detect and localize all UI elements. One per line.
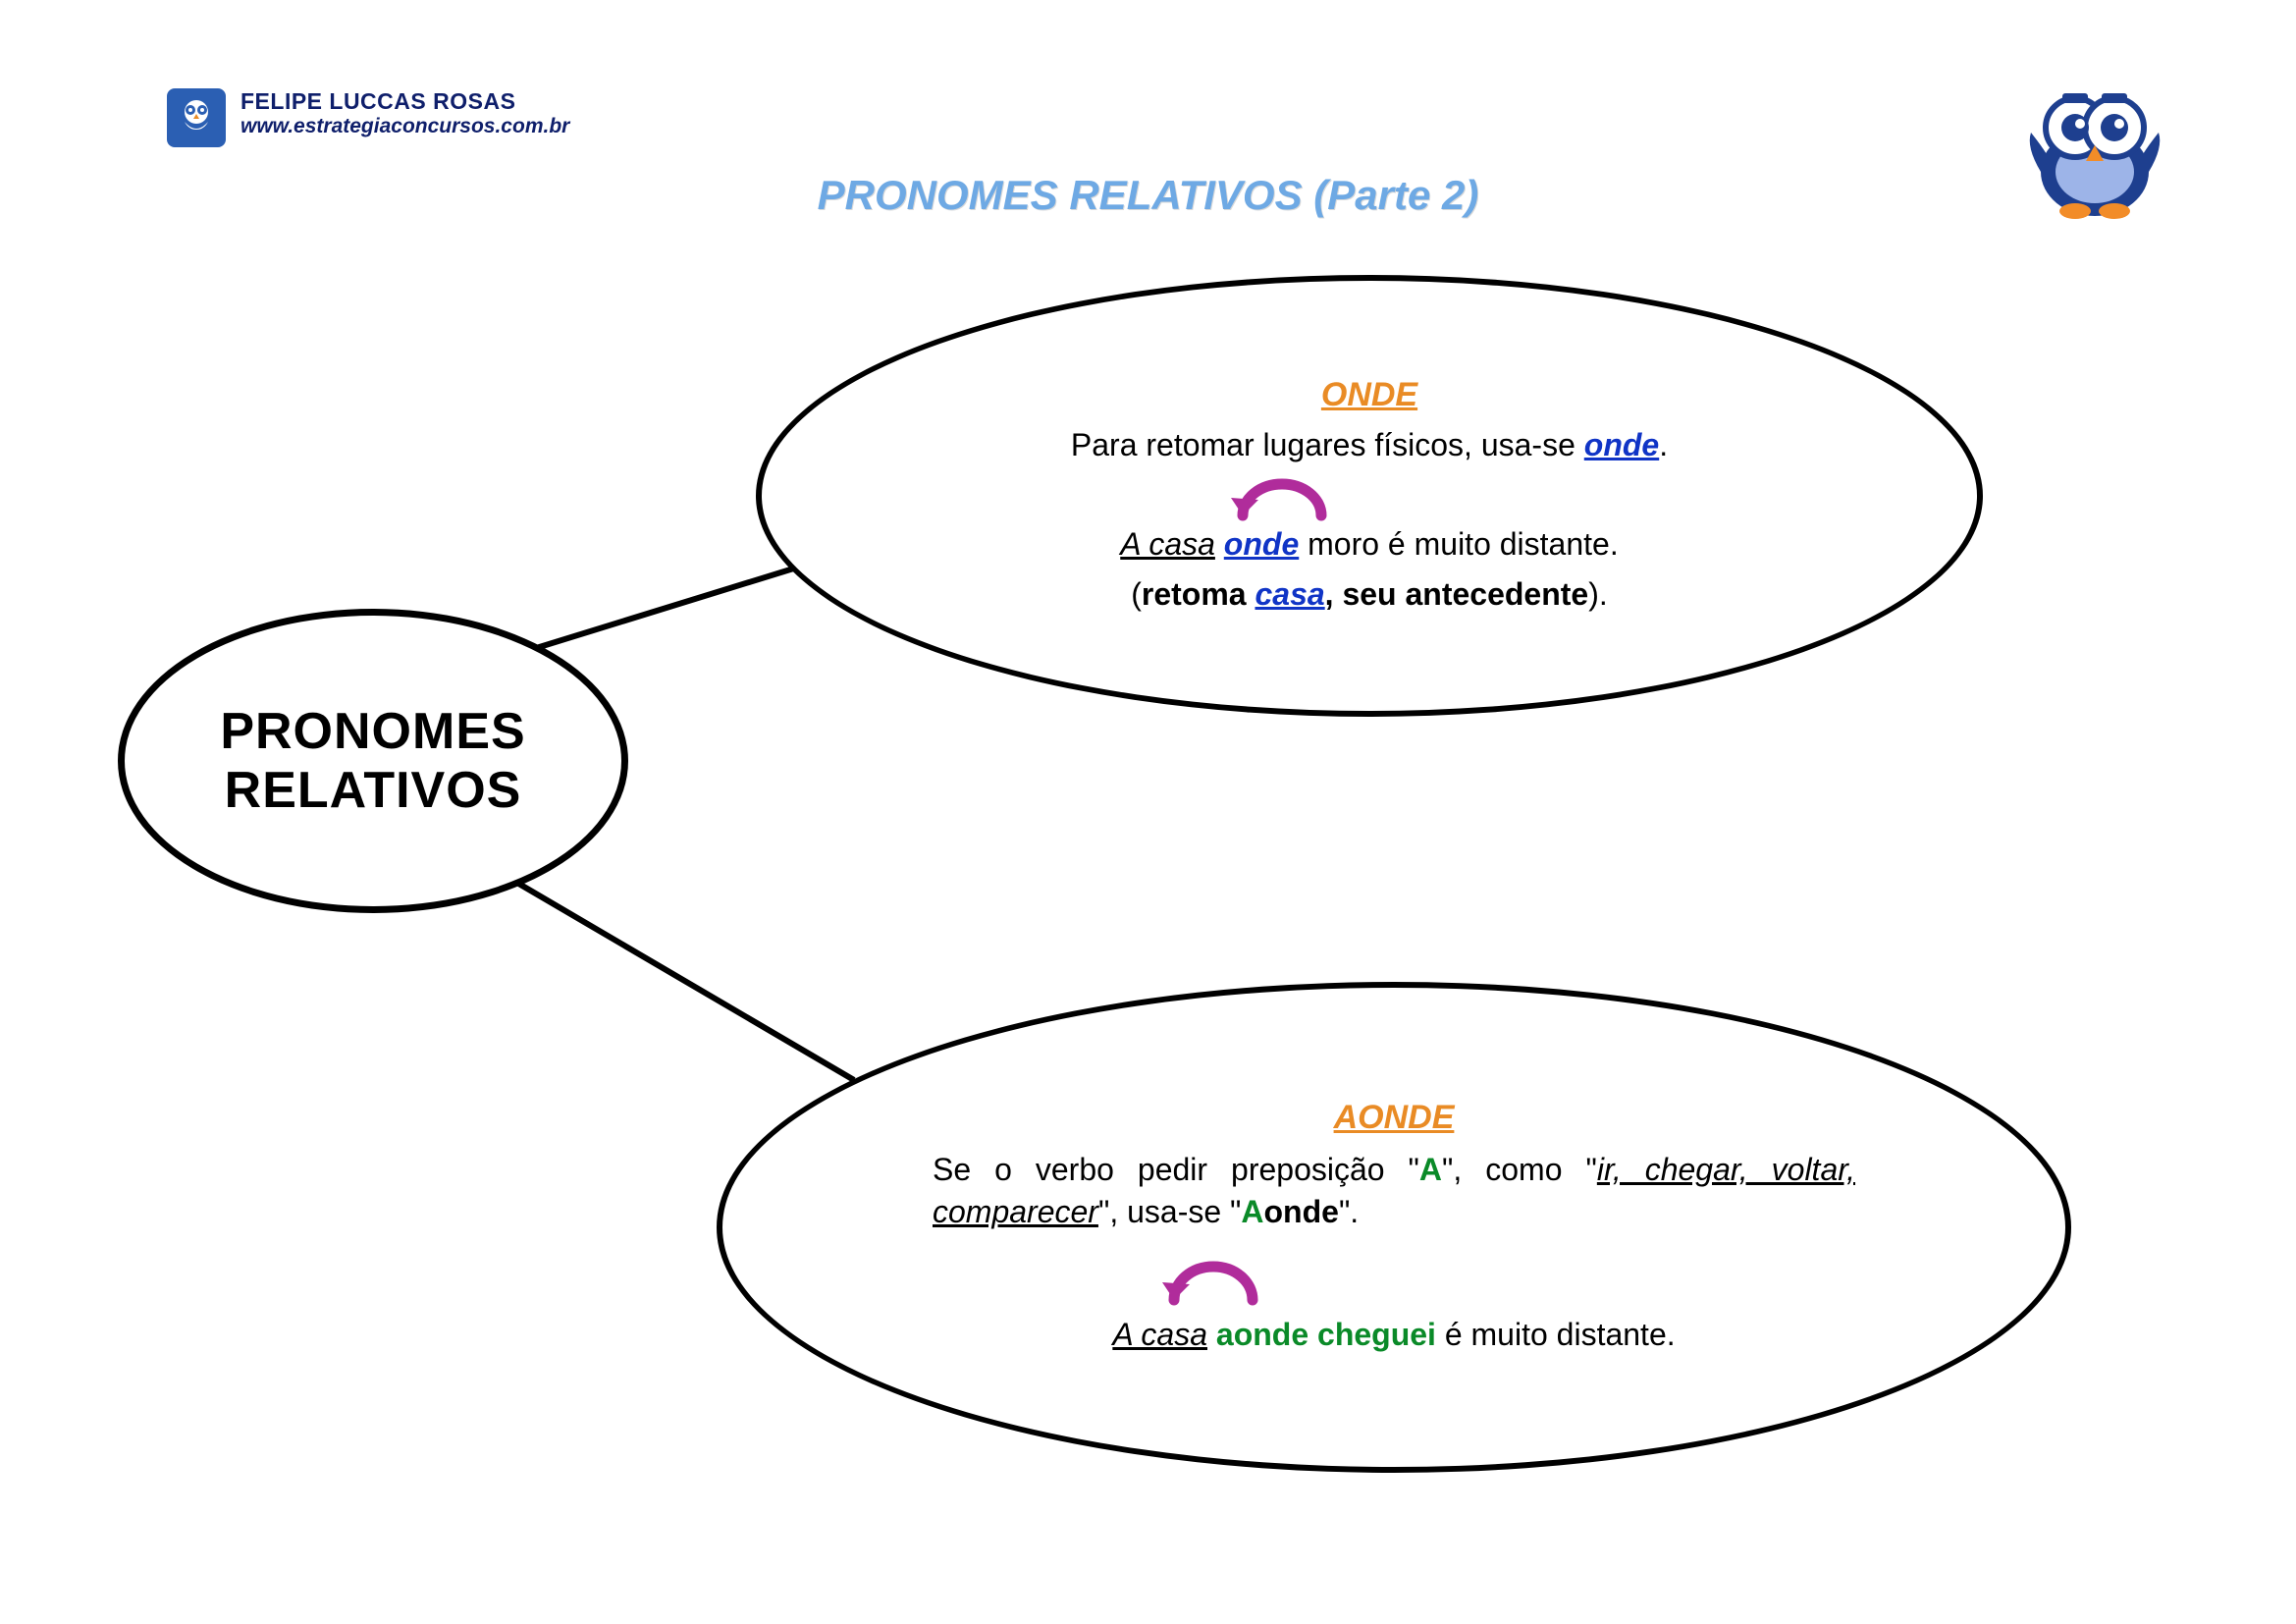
aonde-t1-mid: ", como " [1442, 1152, 1597, 1187]
aonde-arrow [722, 1233, 2065, 1314]
aonde-t1-aonde-a: A [1241, 1194, 1263, 1229]
aonde-ex-aonde: aonde [1216, 1317, 1308, 1352]
aonde-ex-post: é muito distante. [1436, 1317, 1676, 1352]
page-title: PRONOMES RELATIVOS (Parte 2) [0, 172, 2296, 219]
aonde-title: AONDE [1334, 1099, 1455, 1137]
node-onde: ONDE Para retomar lugares físicos, usa-s… [756, 275, 1983, 717]
aonde-text: Se o verbo pedir preposição "A", como "i… [933, 1149, 1855, 1233]
page: FELIPE LUCCAS ROSAS www.estrategiaconcur… [0, 0, 2296, 1624]
onde-note: (retoma casa, seu antecedente). [1131, 573, 1608, 616]
onde-note-b2: , seu antecedente [1325, 576, 1589, 612]
header-logo [167, 88, 226, 147]
aonde-t1-a: A [1419, 1152, 1442, 1187]
onde-note-pre: ( [1131, 576, 1142, 612]
edge-center-aonde [510, 879, 854, 1080]
onde-title: ONDE [1321, 376, 1417, 414]
mascot-owl-icon [2021, 79, 2168, 226]
onde-note-casa: casa [1255, 576, 1324, 612]
node-center: PRONOMES RELATIVOS [118, 609, 628, 913]
aonde-t1-close: ". [1339, 1194, 1359, 1229]
node-aonde: AONDE Se o verbo pedir preposição "A", c… [717, 982, 2071, 1473]
onde-example: A casa onde moro é muito distante. [1120, 523, 1618, 566]
onde-note-post: ). [1588, 576, 1608, 612]
onde-arrow [762, 466, 1977, 523]
onde-text: Para retomar lugares físicos, usa-se ond… [1071, 424, 1668, 466]
owl-mini-icon [175, 96, 218, 139]
onde-text-post: . [1659, 427, 1668, 462]
center-line1: PRONOMES [220, 702, 525, 761]
header-url: www.estrategiaconcursos.com.br [240, 115, 569, 138]
aonde-example: A casa aonde cheguei é muito distante. [1112, 1314, 1675, 1356]
aonde-ex-casa: A casa [1112, 1317, 1207, 1352]
onde-ex-casa: A casa [1120, 526, 1215, 562]
onde-text-word: onde [1584, 427, 1659, 462]
aonde-ex-cheguei: cheguei [1317, 1317, 1436, 1352]
header-text: FELIPE LUCCAS ROSAS www.estrategiaconcur… [240, 88, 569, 138]
onde-note-b1: retoma [1142, 576, 1255, 612]
aonde-t1: Se o verbo pedir preposição " [933, 1152, 1419, 1187]
header-author: FELIPE LUCCAS ROSAS [240, 88, 569, 115]
onde-ex-post: moro é muito distante. [1299, 526, 1618, 562]
onde-text-pre: Para retomar lugares físicos, usa-se [1071, 427, 1584, 462]
aonde-t1-end: ", usa-se " [1098, 1194, 1241, 1229]
onde-ex-onde: onde [1224, 526, 1299, 562]
center-line2: RELATIVOS [225, 761, 522, 820]
aonde-t1-aonde-rest: onde [1264, 1194, 1339, 1229]
